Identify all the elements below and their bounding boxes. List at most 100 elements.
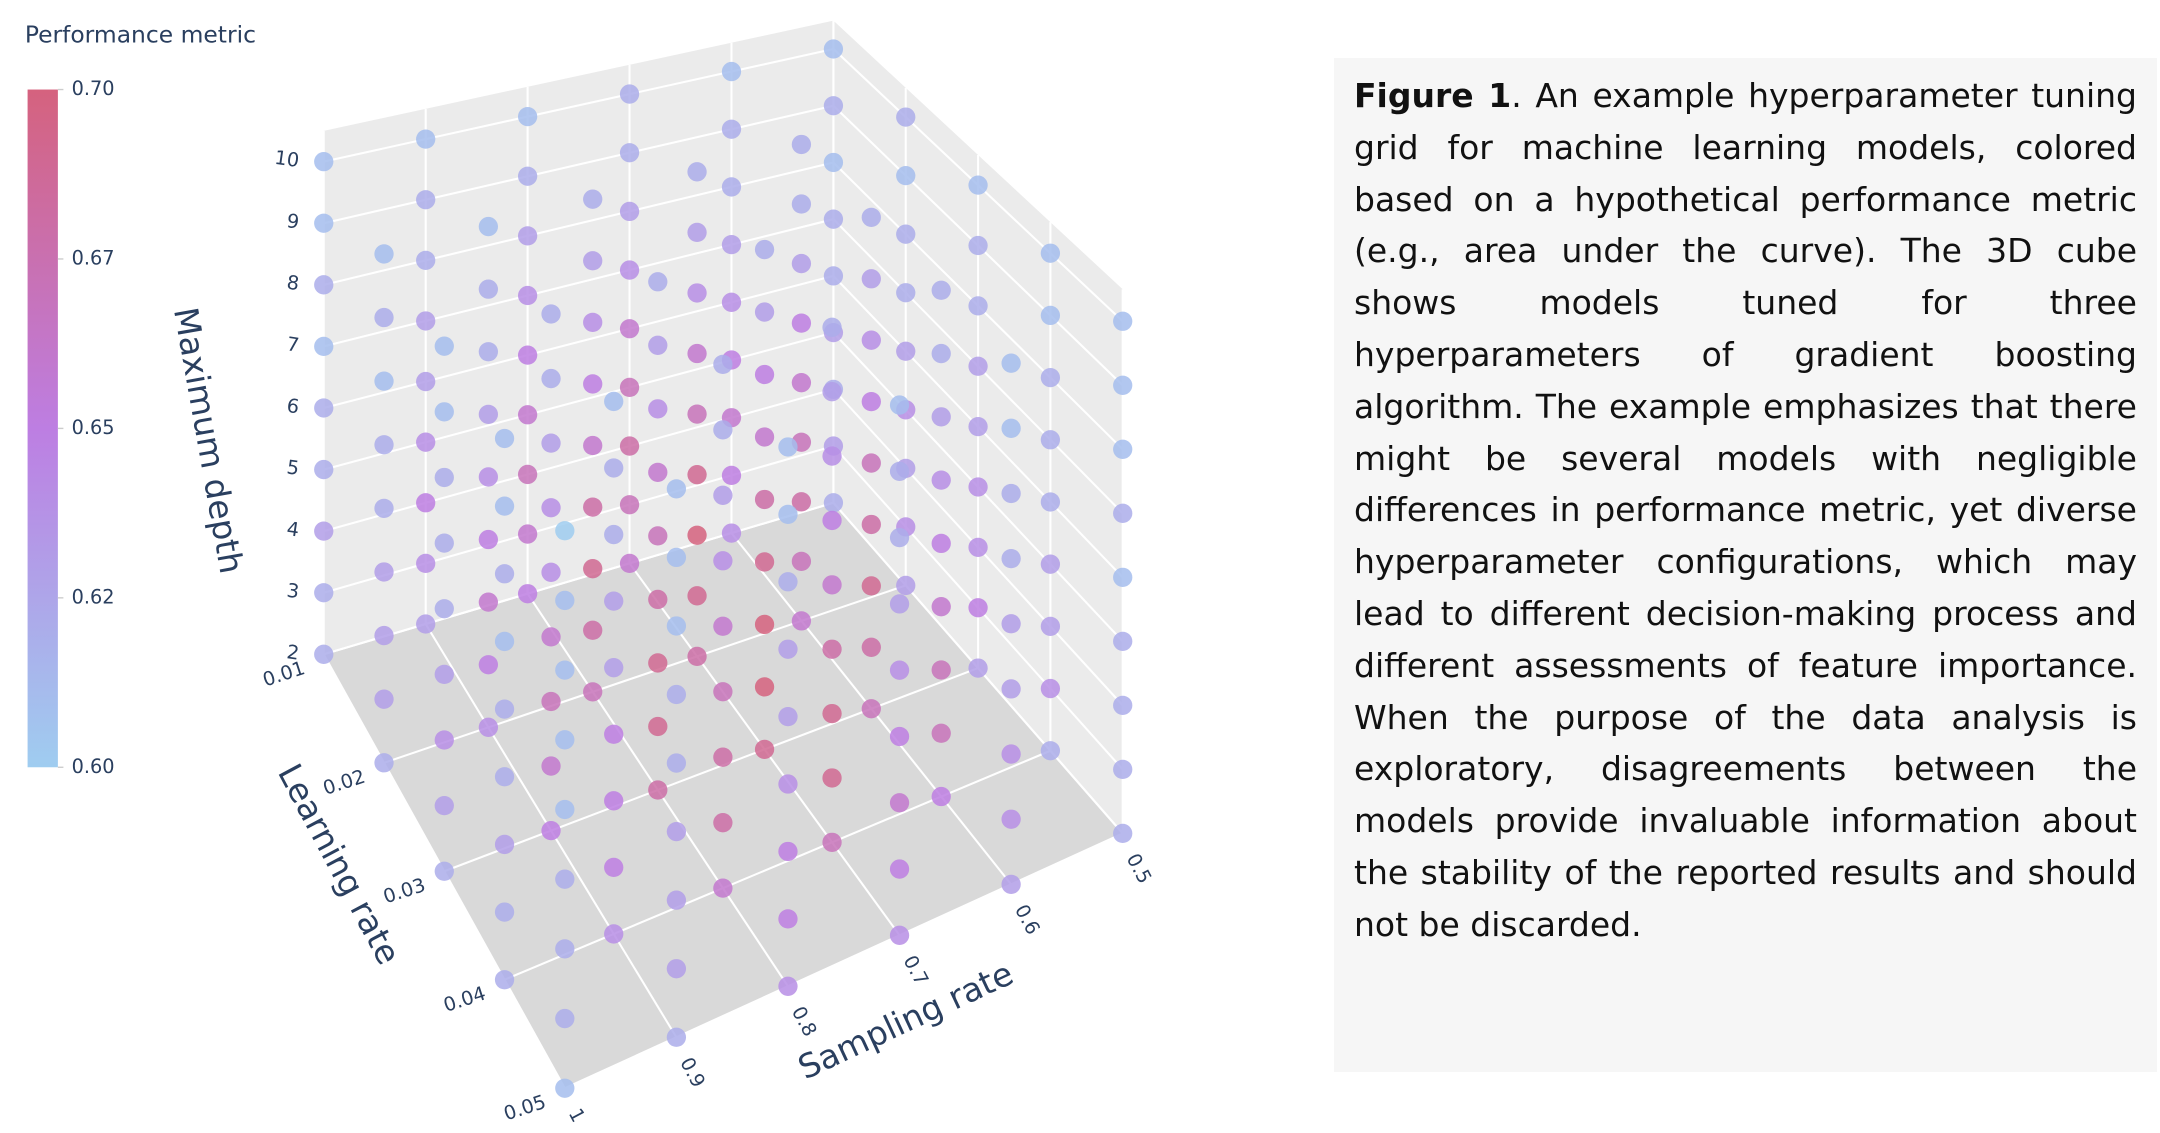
point	[1040, 430, 1061, 450]
point	[416, 371, 436, 392]
point	[721, 292, 742, 312]
point	[478, 216, 499, 237]
x-tick-label: 0.04	[441, 982, 489, 1017]
point	[604, 791, 624, 811]
point	[754, 302, 775, 322]
point	[666, 959, 687, 979]
point	[823, 209, 844, 229]
point	[822, 510, 842, 531]
point	[583, 559, 603, 579]
x-tick-label: 0.03	[380, 873, 428, 908]
point	[791, 551, 812, 571]
point	[713, 485, 733, 505]
point	[713, 420, 733, 440]
point	[713, 616, 733, 636]
z-tick-label: 9	[285, 209, 300, 233]
point	[648, 272, 668, 292]
point	[416, 553, 436, 574]
point	[1113, 759, 1133, 780]
point	[754, 364, 775, 385]
point	[754, 614, 775, 635]
point	[517, 285, 538, 306]
point	[687, 343, 707, 364]
point	[687, 283, 707, 303]
point	[823, 39, 844, 59]
point	[778, 639, 798, 659]
point	[314, 152, 334, 172]
colorbar-tick-label: 0.60	[72, 755, 115, 778]
point	[778, 976, 798, 996]
point	[416, 250, 436, 270]
point	[583, 312, 603, 332]
point	[823, 96, 844, 116]
point	[713, 551, 733, 571]
point	[494, 902, 515, 922]
point	[754, 489, 775, 510]
point	[494, 564, 515, 584]
point	[822, 639, 842, 659]
point	[931, 343, 951, 364]
point	[687, 646, 707, 667]
point	[517, 106, 538, 127]
point	[1113, 439, 1133, 459]
z-tick-label: 10	[273, 146, 300, 172]
grid-line	[564, 832, 1124, 1090]
point	[648, 526, 668, 546]
point	[889, 594, 910, 614]
point	[374, 562, 394, 582]
point	[541, 368, 561, 389]
point	[541, 627, 561, 647]
point	[713, 682, 733, 702]
point	[1113, 503, 1133, 523]
z-tick-label: 3	[285, 579, 300, 603]
y-tick-label: 0.8	[787, 1002, 822, 1040]
point	[791, 194, 812, 214]
point	[931, 786, 951, 807]
point	[604, 391, 624, 412]
y-tick-label: 0.6	[1010, 901, 1045, 939]
point	[666, 616, 687, 636]
point	[555, 660, 575, 680]
point	[666, 684, 687, 705]
z-axis-title: Maximum depth	[166, 304, 251, 576]
point	[666, 479, 687, 499]
point	[791, 134, 812, 155]
point	[666, 821, 687, 842]
point	[1040, 305, 1061, 326]
point	[374, 689, 394, 709]
point	[1113, 695, 1133, 716]
point	[721, 234, 742, 255]
point	[478, 467, 499, 487]
point	[968, 537, 988, 557]
point	[822, 703, 842, 724]
point	[823, 152, 844, 173]
point	[721, 523, 742, 543]
y-tick-label: 1	[564, 1104, 590, 1126]
point	[822, 382, 842, 402]
point	[374, 625, 394, 646]
point	[416, 493, 436, 513]
point	[619, 495, 640, 515]
z-tick-label: 7	[285, 332, 300, 356]
point	[889, 925, 910, 945]
point	[823, 493, 844, 513]
point	[1113, 567, 1133, 587]
point	[1001, 548, 1021, 569]
point	[416, 311, 436, 331]
point	[494, 834, 515, 855]
point	[619, 436, 640, 456]
point	[721, 61, 742, 82]
point	[889, 461, 910, 481]
point	[604, 924, 624, 944]
point	[478, 592, 499, 612]
point	[778, 909, 798, 929]
point	[791, 492, 812, 512]
x-tick-label: 0.05	[501, 1090, 549, 1125]
point	[931, 407, 951, 427]
point	[721, 177, 742, 197]
point	[416, 129, 436, 149]
point	[1113, 375, 1133, 395]
point	[1001, 744, 1021, 764]
point	[517, 464, 538, 485]
point	[896, 575, 916, 596]
